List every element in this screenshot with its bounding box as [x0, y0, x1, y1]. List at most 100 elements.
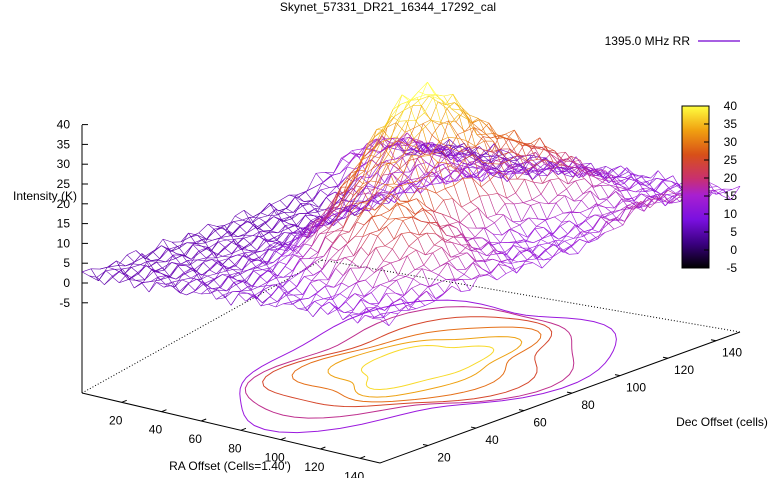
- surface-line: [315, 286, 326, 295]
- surface-line: [128, 279, 136, 281]
- surface-line: [462, 146, 473, 156]
- surface-line: [467, 227, 476, 238]
- surface-line: [384, 245, 393, 250]
- surface-line: [465, 260, 475, 270]
- surface-line: [374, 138, 384, 148]
- surface-line: [406, 143, 416, 148]
- surface-line: [454, 274, 465, 281]
- surface-line: [219, 230, 229, 239]
- surface-line: [633, 193, 642, 202]
- surface-line: [356, 221, 365, 226]
- surface-line: [445, 180, 455, 185]
- surface-line: [372, 204, 383, 218]
- contour-line: [360, 344, 495, 391]
- surface-line: [317, 209, 325, 213]
- surface-line: [392, 94, 403, 110]
- surface-line: [446, 102, 455, 109]
- surface-line: [509, 229, 518, 244]
- surface-line: [392, 233, 402, 250]
- surface-line: [554, 212, 564, 218]
- surface-line: [505, 129, 515, 135]
- surface-line: [389, 202, 398, 211]
- surface-line: [464, 154, 474, 159]
- surface-line: [274, 245, 284, 251]
- surface-line: [572, 200, 582, 213]
- surface-line: [338, 298, 348, 310]
- surface-line: [434, 238, 444, 246]
- surface-line: [532, 171, 542, 180]
- surface-line: [421, 155, 431, 157]
- surface-line: [468, 207, 479, 214]
- surface-line: [407, 132, 417, 144]
- surface-line: [391, 173, 401, 183]
- x-tick-label: 100: [265, 451, 285, 465]
- surface-line: [239, 291, 248, 294]
- surface-line: [104, 276, 114, 285]
- surface-line: [457, 137, 467, 141]
- surface-line: [289, 273, 299, 281]
- surface-line: [397, 120, 407, 137]
- surface-line: [364, 187, 374, 190]
- surface-line: [512, 139, 521, 143]
- surface-line: [354, 293, 364, 297]
- surface-line: [268, 303, 276, 308]
- surface-line: [295, 248, 304, 258]
- x-tick-label: 60: [189, 432, 203, 446]
- surface-line: [225, 238, 235, 249]
- surface-line: [89, 275, 97, 278]
- surface-line: [570, 245, 579, 254]
- surface-line: [653, 180, 663, 191]
- x-tick-mark: [280, 437, 286, 441]
- surface-line: [276, 232, 285, 241]
- surface-line: [549, 232, 559, 240]
- surface-line: [359, 255, 369, 269]
- surface-line: [365, 272, 375, 281]
- surface-line: [394, 172, 404, 185]
- surface-line: [430, 119, 440, 126]
- surface-line: [449, 134, 458, 149]
- surface-line: [257, 282, 268, 288]
- surface-line: [384, 302, 394, 311]
- surface-line: [609, 184, 620, 192]
- surface-line: [438, 145, 448, 148]
- surface-line: [558, 233, 568, 240]
- surface-line: [570, 239, 580, 247]
- surface-line: [314, 301, 323, 307]
- surface-line: [105, 270, 114, 278]
- surface-line: [446, 162, 456, 170]
- surface-line: [417, 232, 427, 239]
- y-tick-label: 40: [485, 433, 499, 447]
- surface-line: [448, 168, 459, 176]
- z-tick-label: 5: [63, 256, 70, 270]
- surface-line: [503, 161, 514, 174]
- surface-line: [662, 180, 672, 182]
- surface-line: [536, 168, 547, 171]
- surface-line: [442, 285, 453, 295]
- surface-line: [392, 171, 402, 174]
- surface-line: [288, 237, 298, 246]
- surface-line: [290, 299, 300, 303]
- surface-line: [234, 238, 243, 250]
- surface-line: [143, 257, 152, 261]
- surface-line: [374, 260, 384, 273]
- surface-line: [590, 231, 600, 234]
- surface-line: [281, 216, 291, 220]
- surface-line: [541, 161, 551, 172]
- contour-line: [244, 306, 575, 419]
- surface-line: [349, 170, 359, 180]
- surface-line: [363, 149, 374, 166]
- surface-line: [460, 109, 469, 120]
- surface-line: [443, 238, 453, 243]
- surface-line: [395, 110, 404, 123]
- surface-line: [458, 114, 467, 141]
- surface-line: [402, 157, 411, 173]
- surface-line: [533, 182, 543, 184]
- surface-line: [357, 307, 367, 324]
- surface-line: [730, 186, 741, 201]
- surface-line: [116, 260, 126, 267]
- surface-line: [198, 223, 209, 233]
- surface-line: [288, 223, 298, 228]
- surface-line: [284, 291, 294, 296]
- surface-line: [428, 95, 439, 103]
- surface-line: [375, 247, 384, 262]
